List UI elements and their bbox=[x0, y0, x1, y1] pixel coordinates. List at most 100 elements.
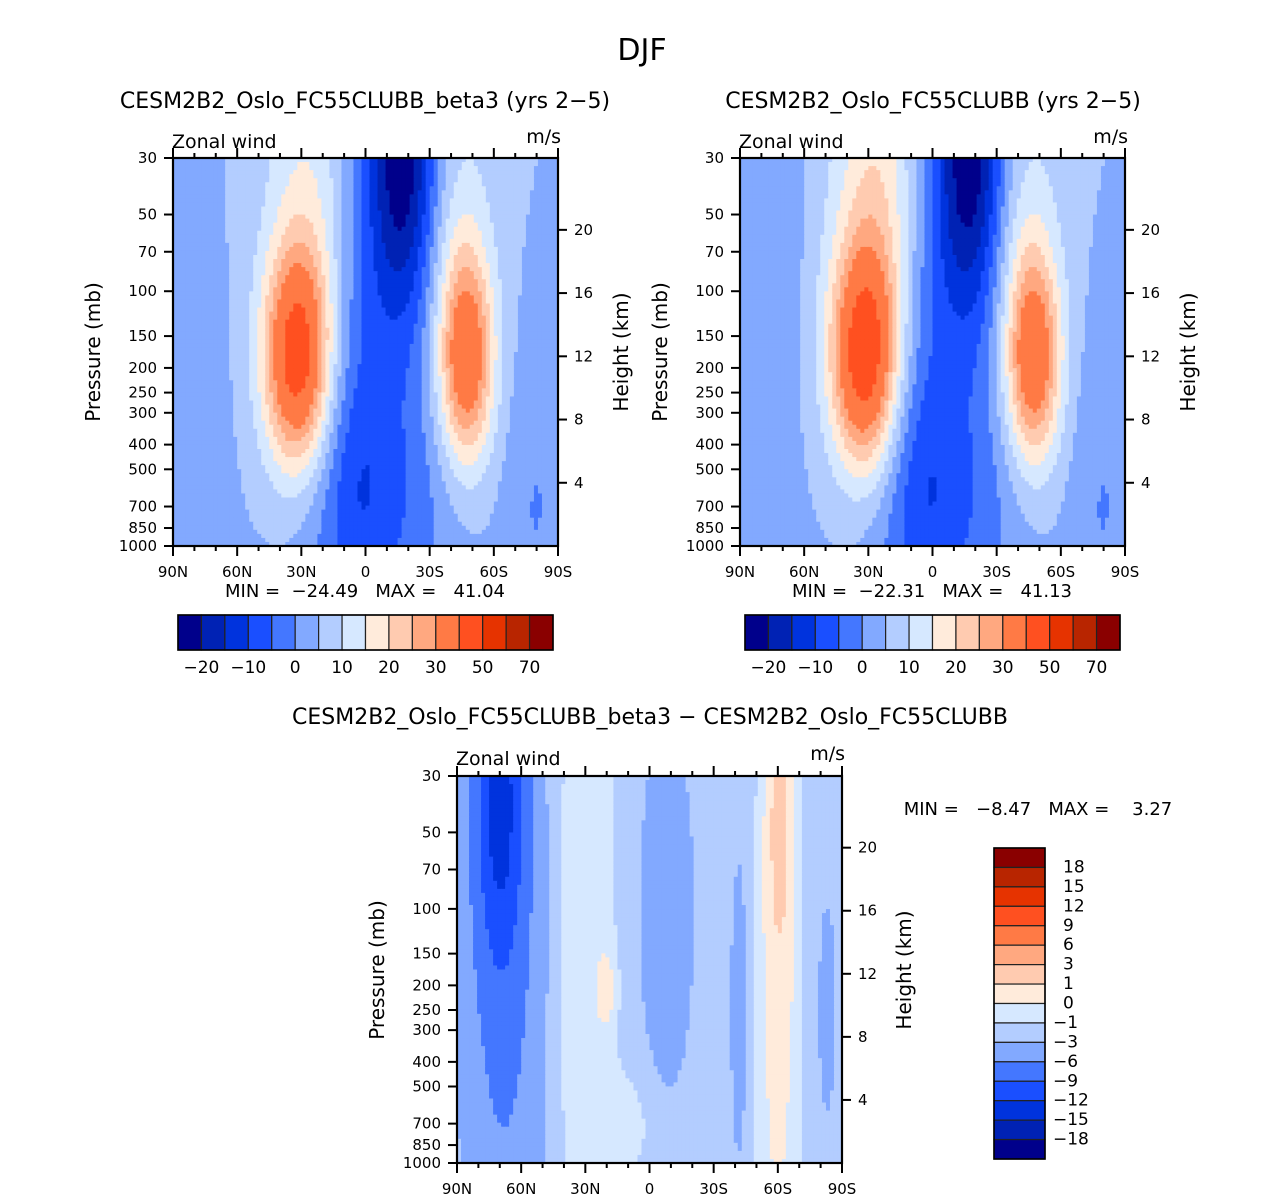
contour-cell bbox=[437, 271, 443, 276]
contour-cell bbox=[245, 186, 250, 191]
contour-cell bbox=[205, 174, 210, 179]
contour-cell bbox=[437, 327, 443, 333]
contour-cell bbox=[313, 259, 318, 264]
contour-cell bbox=[265, 267, 270, 272]
contour-cell bbox=[305, 327, 310, 333]
contour-cell bbox=[545, 303, 551, 309]
contour-cell bbox=[465, 259, 471, 264]
contour-cell bbox=[481, 331, 487, 337]
contour-cell bbox=[449, 352, 455, 357]
contour-cell bbox=[361, 327, 367, 333]
contour-cell bbox=[189, 327, 194, 333]
contour-cell bbox=[173, 206, 178, 212]
contour-cell bbox=[505, 299, 511, 305]
contour-cell bbox=[277, 291, 282, 297]
contour-cell bbox=[521, 194, 527, 200]
contour-cell bbox=[193, 190, 198, 195]
contour-cell bbox=[429, 356, 435, 361]
contour-cell bbox=[221, 331, 226, 337]
contour-cell bbox=[445, 315, 451, 321]
contour-cell bbox=[413, 339, 419, 345]
contour-cell bbox=[461, 315, 467, 321]
contour-cell bbox=[473, 230, 479, 236]
contour-cell bbox=[505, 170, 511, 175]
contour-cell bbox=[281, 174, 286, 179]
contour-cell bbox=[353, 327, 359, 333]
contour-cell bbox=[349, 166, 355, 171]
contour-cell bbox=[281, 364, 286, 369]
contour-cell bbox=[465, 287, 471, 292]
contour-cell bbox=[197, 255, 202, 260]
contour-cell bbox=[501, 186, 507, 191]
contour-cell bbox=[329, 356, 335, 361]
contour-cell bbox=[309, 158, 314, 163]
contour-cell bbox=[477, 190, 483, 195]
contour-cell bbox=[245, 307, 250, 313]
contour-cell bbox=[233, 343, 238, 349]
contour-cell bbox=[341, 202, 347, 208]
contour-cell bbox=[313, 263, 318, 268]
contour-cell bbox=[365, 182, 371, 187]
contour-cell bbox=[317, 352, 322, 357]
contour-cell bbox=[449, 339, 455, 345]
contour-cell bbox=[513, 323, 519, 329]
contour-cell bbox=[533, 214, 539, 220]
contour-cell bbox=[353, 238, 359, 244]
contour-cell bbox=[537, 210, 543, 216]
contour-cell bbox=[293, 210, 298, 216]
contour-cell bbox=[365, 295, 371, 301]
contour-cell bbox=[425, 327, 431, 333]
contour-cell bbox=[309, 319, 314, 325]
contour-cell bbox=[257, 218, 262, 224]
contour-cell bbox=[481, 335, 487, 341]
contour-cell bbox=[481, 186, 487, 191]
contour-cell bbox=[537, 234, 543, 240]
contour-cell bbox=[489, 323, 495, 329]
contour-cell bbox=[201, 255, 206, 260]
contour-cell bbox=[533, 303, 539, 309]
contour-cell bbox=[365, 158, 371, 163]
contour-cell bbox=[521, 347, 527, 353]
contour-cell bbox=[521, 303, 527, 309]
contour-cell bbox=[401, 210, 407, 216]
contour-cell bbox=[389, 182, 395, 187]
contour-cell bbox=[173, 162, 178, 167]
contour-cell bbox=[377, 343, 383, 349]
contour-cell bbox=[413, 283, 419, 288]
contour-cell bbox=[465, 182, 471, 187]
contour-cell bbox=[221, 242, 226, 248]
contour-cell bbox=[221, 364, 226, 369]
contour-cell bbox=[373, 162, 379, 167]
contour-cell bbox=[425, 295, 431, 301]
contour-cell bbox=[449, 295, 455, 301]
contour-cell bbox=[497, 356, 503, 361]
contour-cell bbox=[241, 186, 246, 191]
contour-cell bbox=[249, 182, 254, 187]
contour-cell bbox=[549, 250, 555, 256]
contour-cell bbox=[421, 287, 427, 292]
contour-cell bbox=[245, 275, 250, 280]
contour-cell bbox=[433, 347, 439, 353]
contour-cell bbox=[501, 214, 507, 220]
contour-cell bbox=[485, 267, 491, 272]
contour-cell bbox=[257, 360, 262, 365]
contour-cell bbox=[417, 186, 423, 191]
contour-cell bbox=[309, 218, 314, 224]
contour-cell bbox=[181, 170, 186, 175]
contour-cell bbox=[429, 226, 435, 232]
contour-cell bbox=[517, 307, 523, 313]
contour-cell bbox=[517, 214, 523, 220]
contour-cell bbox=[441, 214, 447, 220]
contour-cell bbox=[461, 275, 467, 280]
contour-cell bbox=[229, 218, 234, 224]
contour-cell bbox=[397, 255, 403, 260]
contour-cell bbox=[269, 291, 274, 297]
contour-cell bbox=[465, 356, 471, 361]
contour-cell bbox=[277, 259, 282, 264]
contour-cell bbox=[385, 267, 391, 272]
contour-cell bbox=[393, 315, 399, 321]
contour-cell bbox=[257, 295, 262, 301]
contour-cell bbox=[313, 226, 318, 232]
contour-cell bbox=[501, 307, 507, 313]
contour-cell bbox=[353, 319, 359, 325]
